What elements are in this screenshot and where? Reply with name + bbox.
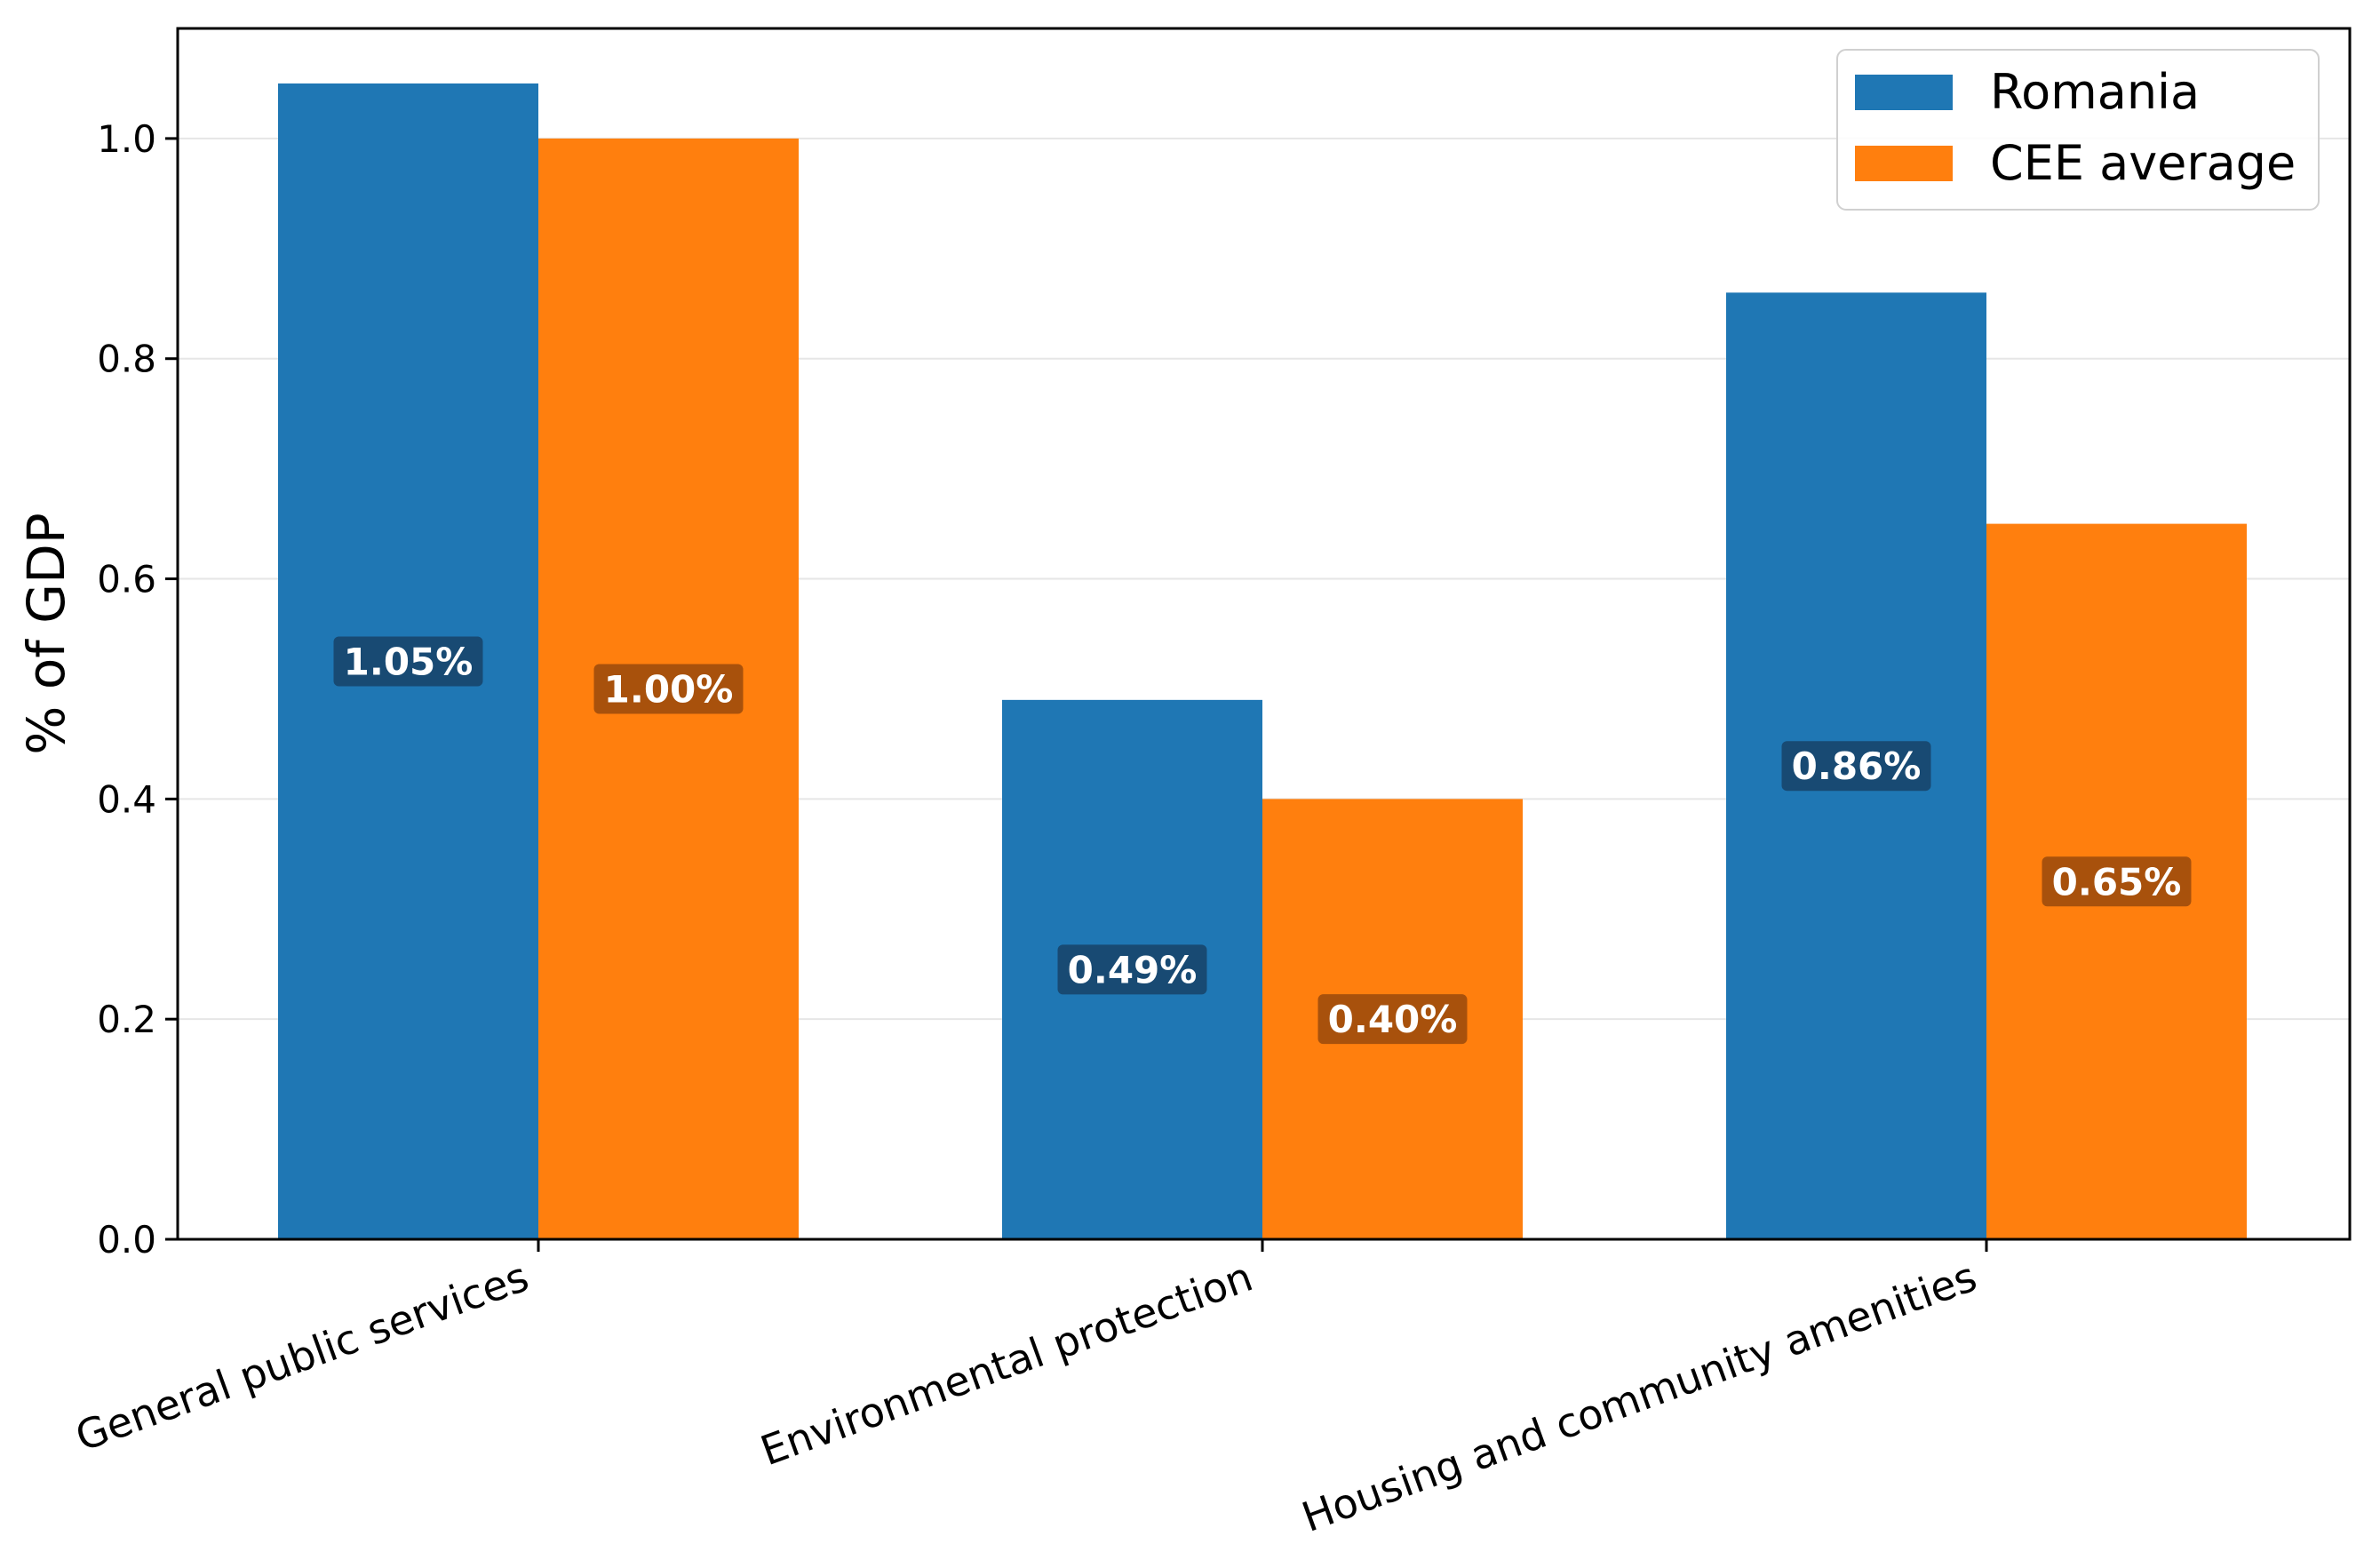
x-tick-label: General public services [69,1253,535,1461]
y-tick-label: 0.2 [97,998,156,1041]
bar-label-background [1057,944,1207,995]
y-tick-label: 1.0 [97,117,156,161]
bar-label-background [1317,994,1468,1045]
x-tick-label: Housing and community amenities [1296,1253,1983,1541]
y-axis: 0.0 0.2 0.4 0.6 0.8 1.0 [97,117,178,1262]
y-tick-label: 0.8 [97,338,156,381]
y-axis-label: % of GDP [16,513,76,754]
bars [278,83,2247,1240]
x-tick-label: Environmental protection [754,1253,1259,1476]
bar-value-label: 0.86% [1792,744,1922,788]
bar-value-label: 1.05% [344,640,474,683]
y-tick-label: 0.4 [97,777,156,821]
y-tick-label: 0.6 [97,558,156,601]
legend-label-romania: Romania [1990,64,2200,120]
legend-swatch-romania [1855,75,1953,110]
bar-labels: 1.05% 1.00% 0.49% 0.40% 0.86% 0.65% [333,636,2192,1045]
bar-label-background [593,664,744,714]
legend-box [1836,49,2320,211]
bar-value-label: 0.65% [2052,860,2182,903]
legend-label-cee-average: CEE average [1990,135,2296,191]
bar-value-label: 1.00% [604,667,734,711]
bar-value-label: 0.40% [1328,998,1458,1041]
x-axis: General public services Environmental pro… [69,1239,1988,1541]
bar-value-label: 0.49% [1068,948,1198,991]
bar-label-background [2042,856,2192,907]
bar-label-background [333,636,483,687]
y-tick-label: 0.0 [97,1218,156,1262]
legend: Romania CEE average [1836,49,2320,211]
legend-swatch-cee-average [1855,146,1953,181]
bar-label-background [1781,741,1931,792]
